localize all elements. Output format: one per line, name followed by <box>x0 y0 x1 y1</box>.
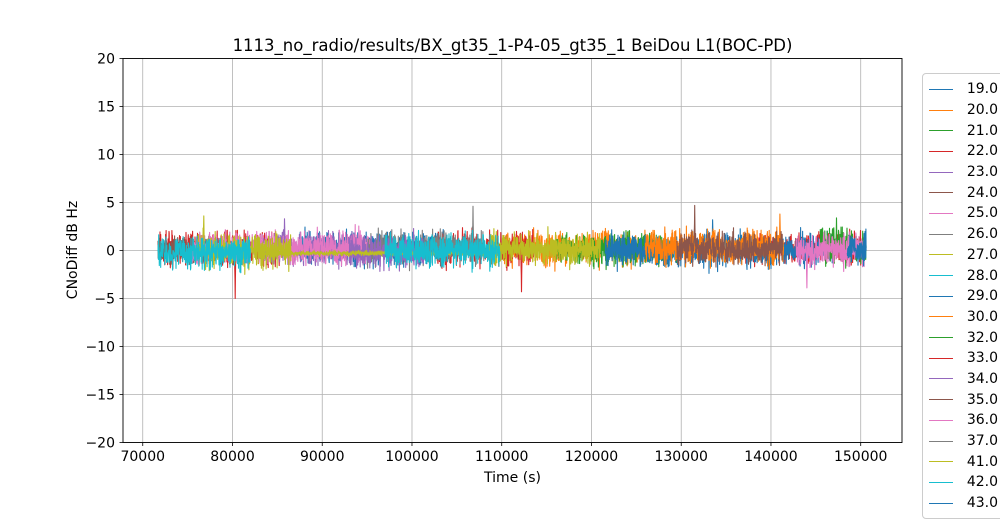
series-line-43.0 <box>846 228 867 267</box>
legend-item-21.0: 21.0 <box>923 120 1000 141</box>
legend-line-sample <box>929 150 953 152</box>
legend-line-sample <box>929 88 953 90</box>
y-tick-label: −15 <box>85 388 115 404</box>
y-tick-label: −10 <box>85 340 115 356</box>
legend-label: 20.0 <box>966 102 998 119</box>
y-tick-label: 0 <box>106 244 115 260</box>
plot-area: 70000 80000 90000 100000 110000 120000 130000 1… <box>85 52 903 466</box>
axis-ticks <box>119 58 862 446</box>
legend-item-41.0: 41.0 <box>923 451 1000 472</box>
legend-line-sample <box>929 233 953 235</box>
legend-label: 23.0 <box>966 164 998 181</box>
y-axis-label: CNoDiff dB Hz <box>65 200 81 300</box>
legend-label: 29.0 <box>966 288 998 305</box>
legend-line-sample <box>929 212 953 214</box>
legend-line-sample <box>929 461 953 463</box>
series-line-42.0 <box>384 229 501 273</box>
legend-line-sample <box>929 192 953 194</box>
legend-item-30.0: 30.0 <box>923 307 1000 328</box>
x-tick-label: 150000 <box>834 449 887 465</box>
y-tick-label: 10 <box>97 148 115 164</box>
legend-label: 19.0 <box>966 81 998 98</box>
legend-line-sample <box>929 378 953 380</box>
legend-line-sample <box>929 275 953 277</box>
x-axis-label: Time (s) <box>484 470 541 486</box>
legend-item-23.0: 23.0 <box>923 162 1000 183</box>
x-tick-label: 110000 <box>475 449 528 465</box>
legend-item-35.0: 35.0 <box>923 389 1000 410</box>
x-tick-label: 90000 <box>300 449 345 465</box>
legend-item-19.0: 19.0 <box>923 79 1000 100</box>
legend-line-sample <box>929 254 953 256</box>
y-tick-label: 5 <box>106 196 115 212</box>
legend-item-29.0: 29.0 <box>923 286 1000 307</box>
legend-line-sample <box>929 109 953 111</box>
data-series <box>157 204 867 300</box>
legend-label: 32.0 <box>966 329 998 346</box>
legend-item-20.0: 20.0 <box>923 100 1000 121</box>
legend-line-sample <box>929 337 953 339</box>
legend-line-sample <box>929 316 953 318</box>
x-tick-label: 70000 <box>120 449 165 465</box>
legend-label: 21.0 <box>966 122 998 139</box>
figure-canvas: { "figure": { "title": "1113_no_radio/re… <box>65 36 1000 519</box>
legend-item-26.0: 26.0 <box>923 224 1000 245</box>
legend-item-33.0: 33.0 <box>923 348 1000 369</box>
y-tick-label: −20 <box>85 436 115 452</box>
legend-label: 36.0 <box>966 412 998 429</box>
legend-label: 35.0 <box>966 391 998 408</box>
legend-item-34.0: 34.0 <box>923 369 1000 390</box>
legend-line-sample <box>929 295 953 297</box>
y-tick-label: 15 <box>97 100 115 116</box>
chart-title: 1113_no_radio/results/BX_gt35_1-P4-05_gt… <box>232 36 793 55</box>
legend-item-25.0: 25.0 <box>923 203 1000 224</box>
legend-item-22.0: 22.0 <box>923 141 1000 162</box>
legend-item-36.0: 36.0 <box>923 410 1000 431</box>
legend-label: 28.0 <box>966 267 998 284</box>
legend-label: 27.0 <box>966 246 998 263</box>
legend-line-sample <box>929 399 953 401</box>
legend-item-43.0: 43.0 <box>923 493 1000 514</box>
legend-line-sample <box>929 481 953 483</box>
legend-label: 24.0 <box>966 184 998 201</box>
y-tick-label: −5 <box>94 292 115 308</box>
legend-line-sample <box>929 130 953 132</box>
legend-label: 42.0 <box>966 474 998 491</box>
legend-label: 26.0 <box>966 226 998 243</box>
legend-label: 22.0 <box>966 143 998 160</box>
legend-line-sample <box>929 357 953 359</box>
legend-label: 34.0 <box>966 370 998 387</box>
legend-line-sample <box>929 171 953 173</box>
axis-tick-labels: 70000 80000 90000 100000 110000 120000 130000 1… <box>85 52 887 466</box>
series-line-35.0 <box>676 204 784 268</box>
legend-item-42.0: 42.0 <box>923 472 1000 493</box>
legend-line-sample <box>929 440 953 442</box>
legend-item-32.0: 32.0 <box>923 327 1000 348</box>
legend-item-24.0: 24.0 <box>923 182 1000 203</box>
y-tick-label: 20 <box>97 52 115 68</box>
legend-item-27.0: 27.0 <box>923 245 1000 266</box>
legend-label: 43.0 <box>966 495 998 512</box>
legend-label: 30.0 <box>966 308 998 325</box>
series-line-28.0 <box>157 234 251 274</box>
x-tick-label: 120000 <box>565 449 618 465</box>
legend-line-sample <box>929 502 953 504</box>
legend-label: 25.0 <box>966 205 998 222</box>
x-tick-label: 100000 <box>385 449 438 465</box>
x-tick-label: 140000 <box>744 449 797 465</box>
legend-line-sample <box>929 419 953 421</box>
legend: 19.0 20.0 21.0 22.0 23.0 24.0 25.0 26.0 27.0 28.0… <box>922 73 1000 519</box>
x-tick-label: 130000 <box>654 449 707 465</box>
legend-item-28.0: 28.0 <box>923 265 1000 286</box>
legend-item-37.0: 37.0 <box>923 431 1000 452</box>
x-tick-label: 80000 <box>210 449 255 465</box>
legend-label: 33.0 <box>966 350 998 367</box>
legend-label: 41.0 <box>966 453 998 470</box>
legend-label: 37.0 <box>966 433 998 450</box>
plot-spines <box>122 58 903 443</box>
